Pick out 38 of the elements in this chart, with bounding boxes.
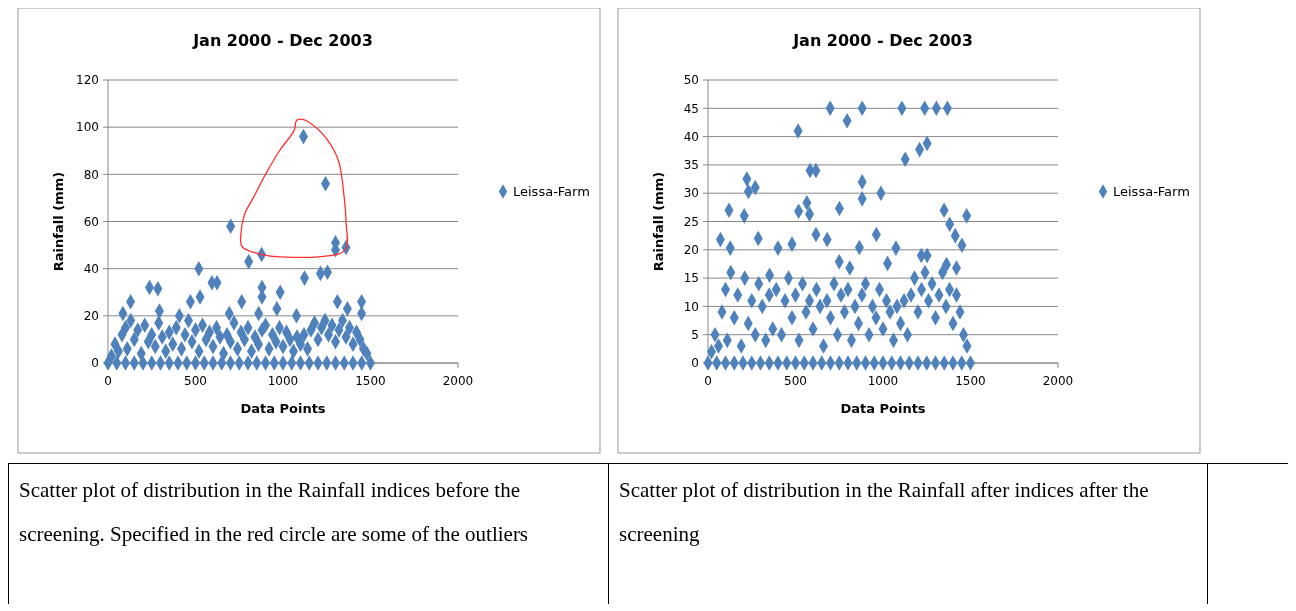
y-axis-title: Rainfall (mm) [51,171,66,272]
y-tick-label: 40 [83,261,99,276]
y-axis-title: Rainfall (mm) [651,171,666,272]
y-tick-label: 30 [683,186,699,201]
y-tick-label: 80 [83,167,99,182]
y-tick-label: 100 [76,120,99,135]
x-tick-label: 0 [104,374,112,388]
y-tick-label: 50 [683,73,699,88]
y-tick-label: 20 [683,243,699,257]
x-tick-label: 0 [704,374,712,388]
y-tick-label: 35 [683,158,699,173]
chart-title: Jan 2000 - Dec 2003 [792,31,973,50]
x-tick-label: 1500 [355,374,386,388]
chart-title: Jan 2000 - Dec 2003 [192,31,373,50]
legend-label: Leissa-Farm [513,184,590,200]
x-tick-label: 500 [184,374,207,388]
y-tick-label: 40 [683,129,699,144]
x-tick-label: 2000 [442,374,474,388]
x-tick-label: 500 [784,374,807,388]
x-tick-label: 2000 [1042,374,1074,388]
y-tick-label: 0 [91,356,99,371]
y-tick-label: 45 [683,101,699,116]
y-tick-label: 15 [683,271,699,286]
text: Scatter plot of distribution in the Rainfall indices before the screening. Specified in the red circle are some of the outliers [19,477,530,548]
y-tick-label: 120 [76,73,99,88]
y-tick-label: 10 [683,299,699,314]
y-tick-label: 5 [691,327,699,342]
y-tick-label: 25 [683,214,699,229]
x-tick-label: 1500 [955,374,986,388]
x-tick-label: 1000 [867,374,899,388]
y-tick-label: 0 [691,356,699,371]
y-tick-label: 20 [83,309,99,324]
x-axis-title: Data Points [240,401,326,416]
x-tick-label: 1000 [267,374,299,388]
y-tick-label: 60 [83,214,99,229]
x-axis-title: Data Points [840,401,926,416]
legend-label: Leissa-Farm [1113,184,1190,200]
text: Scatter plot of distribution in the Rainfall after indices after the screening [619,477,1150,548]
